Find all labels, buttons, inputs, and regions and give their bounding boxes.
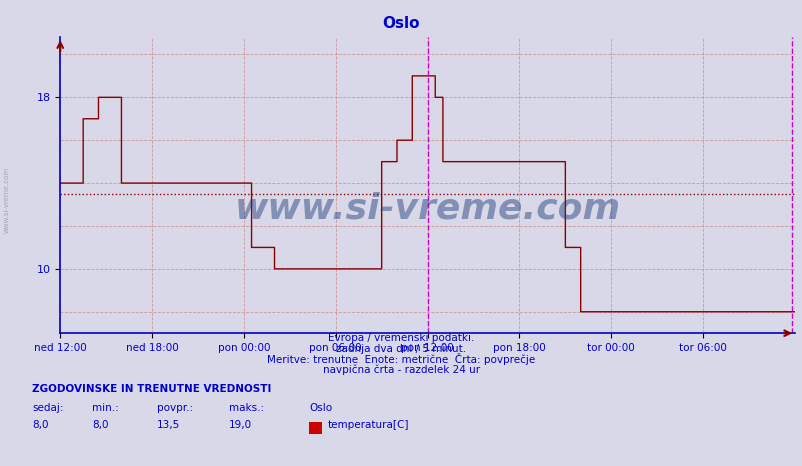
Text: www.si-vreme.com: www.si-vreme.com bbox=[3, 167, 10, 233]
Text: Evropa / vremenski podatki.: Evropa / vremenski podatki. bbox=[328, 333, 474, 343]
Text: zadnja dva dni / 5 minut.: zadnja dva dni / 5 minut. bbox=[336, 344, 466, 354]
Text: temperatura[C]: temperatura[C] bbox=[327, 420, 408, 430]
Text: 8,0: 8,0 bbox=[92, 420, 109, 430]
Text: Oslo: Oslo bbox=[309, 403, 332, 413]
Text: 19,0: 19,0 bbox=[229, 420, 252, 430]
Text: Oslo: Oslo bbox=[383, 16, 419, 31]
Text: maks.:: maks.: bbox=[229, 403, 264, 413]
Text: min.:: min.: bbox=[92, 403, 119, 413]
Text: www.si-vreme.com: www.si-vreme.com bbox=[234, 192, 620, 226]
Text: 13,5: 13,5 bbox=[156, 420, 180, 430]
Text: sedaj:: sedaj: bbox=[32, 403, 63, 413]
Text: navpična črta - razdelek 24 ur: navpična črta - razdelek 24 ur bbox=[322, 365, 480, 375]
Text: ZGODOVINSKE IN TRENUTNE VREDNOSTI: ZGODOVINSKE IN TRENUTNE VREDNOSTI bbox=[32, 384, 271, 394]
Text: Meritve: trenutne  Enote: metrične  Črta: povprečje: Meritve: trenutne Enote: metrične Črta: … bbox=[267, 353, 535, 364]
Text: povpr.:: povpr.: bbox=[156, 403, 192, 413]
Text: 8,0: 8,0 bbox=[32, 420, 49, 430]
